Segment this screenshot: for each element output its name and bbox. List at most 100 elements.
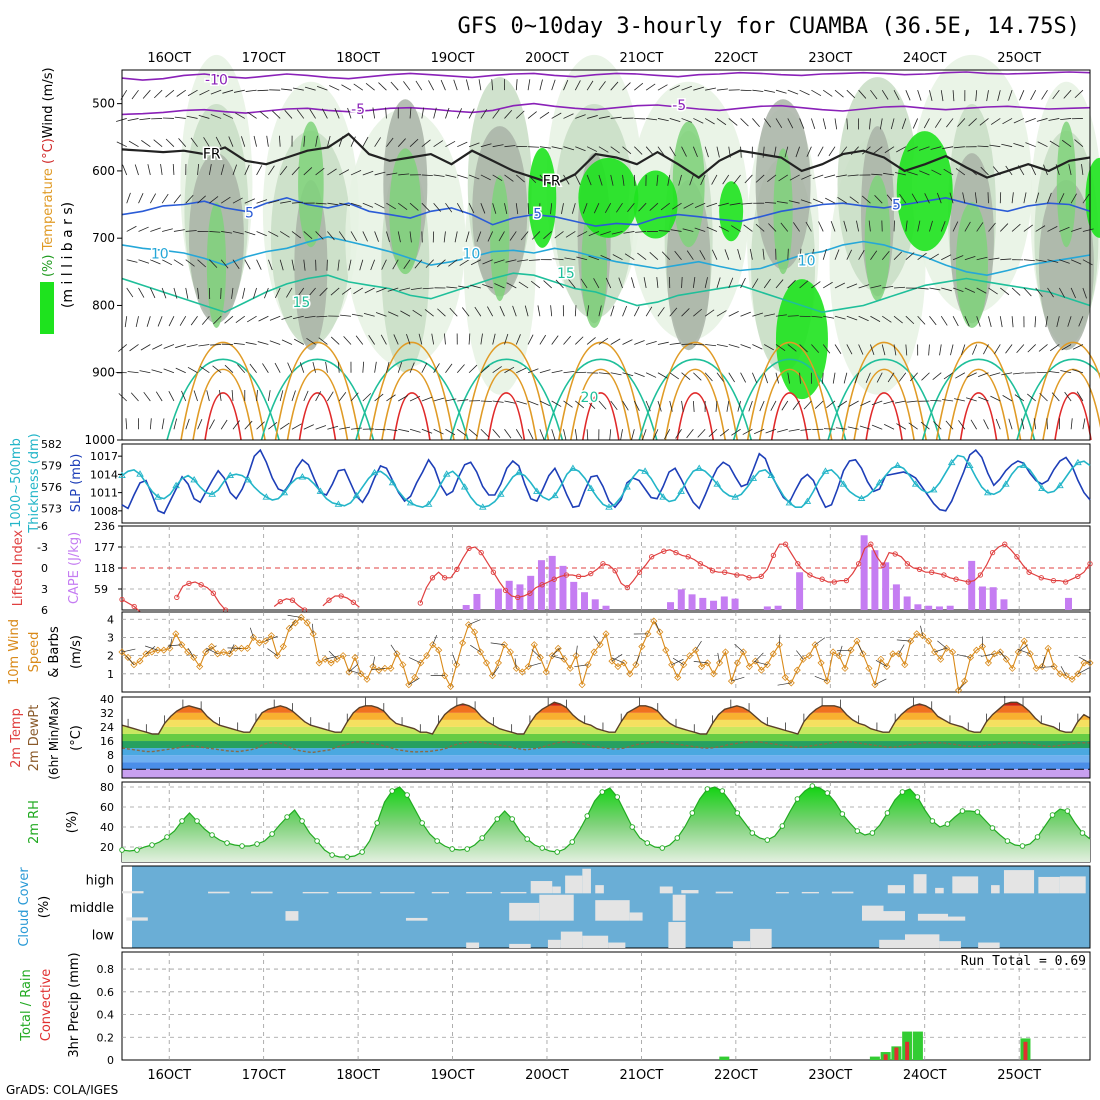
lifted-marker: [289, 597, 296, 603]
wind-barb: [397, 231, 401, 243]
wind-barb: [875, 659, 888, 667]
thickness-marker: [190, 476, 198, 483]
rh-marker: [314, 838, 320, 844]
x-day-label-bottom: 17OCT: [242, 1068, 286, 1083]
cape-tick: 177: [94, 541, 115, 554]
wind-barb: [386, 231, 390, 243]
wind-marker: [178, 641, 186, 649]
thickness-marker: [208, 490, 216, 497]
lifted-marker: [929, 569, 935, 575]
wind-barb: [834, 344, 842, 354]
wind-barb: [693, 661, 708, 664]
diurnal-isotherm: [582, 392, 620, 441]
wind-barb: [811, 248, 815, 260]
wind-barb: [811, 89, 822, 97]
cloud-low-cell: [547, 939, 561, 948]
slp-tick: 1017: [90, 450, 118, 463]
lifted-marker: [1062, 579, 1069, 585]
wind-barb: [812, 174, 824, 179]
wind-marker: [488, 672, 497, 680]
wind-barb: [724, 249, 730, 260]
wind-barb: [527, 368, 539, 374]
wind-barb: [980, 653, 995, 657]
thickness-marker: [1038, 484, 1046, 491]
wind-marker: [984, 659, 992, 667]
wind-barb: [954, 398, 965, 402]
wind-barb: [1067, 316, 1072, 327]
diurnal-isotherm: [676, 392, 715, 441]
wind-barb: [268, 165, 275, 176]
cloud-ylabel-1-line: Cloud Cover: [17, 867, 32, 947]
wind-speed-line: [121, 616, 1090, 692]
wind-barb: [755, 174, 765, 183]
wind-barb: [292, 87, 304, 91]
rh-marker: [179, 818, 185, 824]
wind-barb: [994, 344, 1001, 355]
wind-marker: [859, 650, 867, 658]
wind-barb: [859, 425, 871, 430]
rh-marker: [494, 816, 500, 822]
wind-barb: [169, 638, 173, 649]
wind-marker: [709, 670, 718, 678]
wind-barb: [392, 259, 399, 270]
diurnal-isotherm: [853, 368, 915, 441]
lifted-ylabel: Lifted Index: [11, 529, 26, 606]
rh-marker: [509, 816, 515, 822]
wind-barb: [409, 138, 419, 147]
wind-barb: [828, 146, 836, 157]
thickness-marker: [767, 471, 776, 479]
wind-barb: [1046, 418, 1048, 430]
wind-barb: [400, 310, 411, 317]
wind-barb: [190, 137, 198, 147]
wind-marker: [943, 644, 951, 652]
wind-barb: [610, 372, 622, 376]
wind-barb: [643, 277, 647, 289]
cloud-middle-cell: [285, 911, 299, 921]
wind-barb: [699, 249, 706, 260]
rh-marker: [854, 828, 861, 834]
rh-marker: [914, 794, 921, 800]
diurnal-isotherm: [286, 368, 349, 441]
wind-barb: [257, 89, 269, 92]
wind-barb: [456, 108, 462, 119]
rh-shading: [389, 148, 422, 275]
wind-barb: [955, 372, 966, 379]
wind-barb: [610, 146, 620, 154]
rh-marker: [254, 841, 260, 847]
wind-barb: [168, 391, 175, 402]
wind-barb: [173, 229, 185, 232]
rh-marker: [419, 820, 425, 826]
wind-barb: [1045, 316, 1048, 328]
wind-marker: [285, 624, 293, 632]
rh-line: [121, 785, 1091, 858]
x-day-label-top: 16OCT: [147, 51, 191, 66]
wind-barb: [220, 164, 225, 176]
rh-marker: [269, 831, 275, 837]
wind-barb: [1023, 259, 1035, 262]
cape-bar: [774, 605, 782, 610]
wind-barb: [470, 259, 482, 266]
wind-barb: [279, 259, 284, 271]
wind-barb: [642, 429, 647, 440]
thickness-marker: [605, 503, 613, 510]
wind-barb: [708, 428, 718, 438]
wind-barb: [669, 118, 681, 122]
isotherm-line: [121, 235, 1091, 277]
wind-barb: [528, 259, 540, 261]
cloud-high-cell: [775, 891, 789, 894]
cloud-high-cell: [935, 887, 944, 894]
wind-barb: [612, 254, 623, 261]
wind-barb: [149, 193, 157, 204]
wind-barb: [1070, 418, 1073, 430]
wind-barb: [327, 391, 334, 402]
wind-barb: [461, 307, 470, 317]
wind-barb: [894, 400, 906, 404]
thickness-marker: [803, 497, 812, 504]
rh-marker: [899, 789, 906, 795]
wind-barb: [418, 333, 423, 345]
wind-barb: [886, 194, 895, 204]
wind-barb: [187, 366, 198, 374]
wind-barb: [634, 118, 646, 120]
wind-barb: [350, 427, 362, 430]
wind-barb: [598, 115, 610, 119]
